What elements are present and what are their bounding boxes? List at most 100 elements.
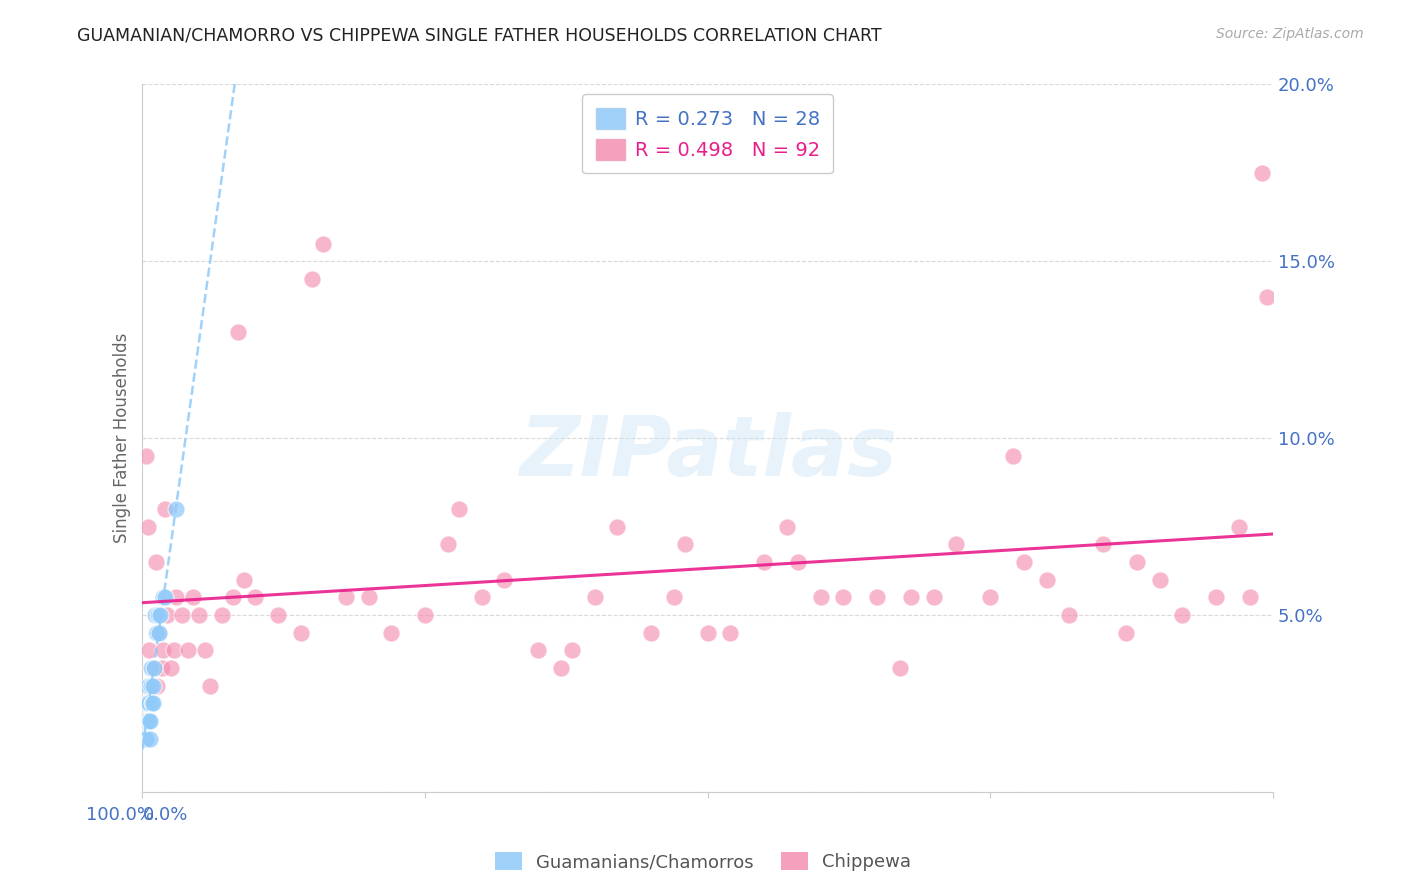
Point [1126,555,1149,569]
Point [145,555,167,569]
Point [470,591,492,605]
Point [165,591,187,605]
Point [413,607,436,622]
Point [132,731,155,746]
Point [754,555,776,569]
Point [141,661,163,675]
Point [194,643,217,657]
Point [142,661,165,675]
Point [138,714,160,728]
Legend: R = 0.273   N = 28, R = 0.498   N = 92: R = 0.273 N = 28, R = 0.498 N = 92 [582,95,834,174]
Point [136,519,159,533]
Point [550,661,572,675]
Point [146,679,169,693]
Text: Source: ZipAtlas.com: Source: ZipAtlas.com [1216,27,1364,41]
Point [922,591,945,605]
Point [132,714,155,728]
Text: GUAMANIAN/CHAMORRO VS CHIPPEWA SINGLE FATHER HOUSEHOLDS CORRELATION CHART: GUAMANIAN/CHAMORRO VS CHIPPEWA SINGLE FA… [77,27,882,45]
Point [153,591,176,605]
Point [640,625,662,640]
Point [142,696,165,710]
Text: 100.0%: 100.0% [86,805,153,824]
Point [889,661,911,675]
Point [153,501,176,516]
Point [290,625,312,640]
Point [148,625,170,640]
Point [662,591,685,605]
Point [152,591,174,605]
Point [139,679,162,693]
Point [267,607,290,622]
Point [312,236,335,251]
Point [135,731,157,746]
Point [1205,591,1227,605]
Point [696,625,718,640]
Point [148,625,170,640]
Point [176,643,198,657]
Point [1012,555,1035,569]
Point [1115,625,1137,640]
Point [494,573,516,587]
Point [200,679,222,693]
Point [810,591,832,605]
Point [606,519,628,533]
Point [148,607,170,622]
Point [149,607,172,622]
Point [150,661,173,675]
Point [1250,166,1272,180]
Point [335,591,357,605]
Point [233,573,256,587]
Point [138,643,160,657]
Point [447,501,470,516]
Point [134,731,156,746]
Point [211,607,233,622]
Point [245,591,267,605]
Point [866,591,889,605]
Y-axis label: Single Father Households: Single Father Households [114,333,131,543]
Point [1171,607,1194,622]
Point [136,679,159,693]
Point [900,591,922,605]
Point [1239,591,1261,605]
Point [138,696,160,710]
Point [1092,537,1115,551]
Point [776,519,799,533]
Point [143,607,166,622]
Point [1256,290,1278,304]
Point [357,591,380,605]
Point [673,537,696,551]
Point [134,696,156,710]
Point [170,607,193,622]
Point [187,607,209,622]
Point [165,501,187,516]
Point [146,625,169,640]
Point [1227,519,1250,533]
Point [718,625,741,640]
Point [135,449,157,463]
Point [136,714,159,728]
Point [142,661,165,675]
Point [152,643,174,657]
Point [145,625,167,640]
Text: ZIPatlas: ZIPatlas [519,412,897,492]
Point [301,272,323,286]
Point [163,643,186,657]
Point [945,537,967,551]
Text: 0.0%: 0.0% [142,805,188,824]
Point [561,643,583,657]
Point [139,731,162,746]
Point [832,591,855,605]
Point [139,714,162,728]
Point [142,679,165,693]
Point [380,625,402,640]
Point [436,537,458,551]
Point [228,325,250,339]
Point [1149,573,1171,587]
Point [583,591,606,605]
Point [181,591,204,605]
Point [1036,573,1059,587]
Point [222,591,245,605]
Point [156,607,179,622]
Point [141,679,163,693]
Point [135,696,157,710]
